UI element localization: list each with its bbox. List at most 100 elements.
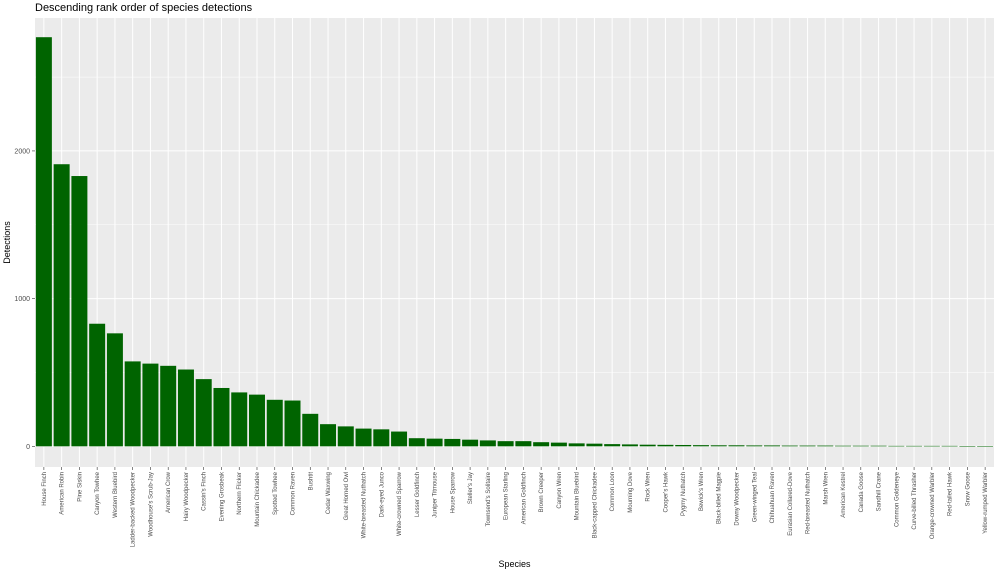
bar — [568, 443, 585, 447]
x-tick-label: Cedar Waxwing — [326, 472, 332, 514]
bar — [533, 442, 550, 447]
x-tick-label: Mountain Chickadee — [255, 471, 261, 526]
x-tick-label: Sandhill Crane — [877, 471, 883, 511]
x-tick-label: Western Bluebird — [113, 472, 119, 518]
bar — [142, 363, 159, 447]
x-tick-label: Bushtit — [308, 472, 314, 491]
bar — [550, 442, 567, 447]
bar — [692, 445, 709, 447]
y-tick-label: 2000 — [14, 148, 30, 155]
bar — [195, 379, 212, 447]
x-tick-label: Green-winged Teal — [752, 472, 758, 522]
bar — [71, 176, 88, 447]
bars — [35, 37, 994, 447]
y-axis-title: Detections — [2, 221, 12, 264]
x-axis-ticks: House Finch American Robin Pine Siskin Cany… — [42, 467, 989, 547]
bar — [497, 441, 514, 447]
bar — [373, 429, 390, 447]
x-tick-label: Rock Wren — [646, 472, 652, 502]
x-tick-label: American Kestrel — [841, 472, 847, 518]
x-tick-label: Great Horned Owl — [344, 472, 350, 520]
x-tick-label: Spotted Towhee — [273, 471, 279, 515]
bar — [781, 445, 798, 447]
x-tick-label: Hairy Woodpecker — [184, 472, 190, 521]
chart-title: Descending rank order of species detecti… — [35, 2, 253, 14]
bar — [284, 400, 301, 447]
bar — [391, 431, 408, 447]
bar — [959, 446, 976, 447]
x-tick-label: European Starling — [504, 472, 510, 520]
x-tick-label: White-crowned Sparrow — [397, 471, 403, 536]
bar — [479, 440, 496, 447]
bar — [906, 445, 923, 447]
bar — [764, 445, 781, 447]
bar — [710, 445, 727, 447]
x-tick-label: Common Raven — [291, 472, 297, 515]
x-tick-label: Northern Flicker — [237, 472, 243, 515]
x-tick-label: American Goldfinch — [521, 472, 527, 524]
bar — [728, 445, 745, 447]
bar — [231, 392, 248, 447]
bar — [817, 445, 834, 447]
x-tick-label: Canyon Wren — [557, 472, 563, 509]
x-tick-label: Yellow-rumped Warbler — [983, 472, 989, 534]
x-tick-label: House Sparrow — [450, 471, 456, 513]
bar — [941, 445, 958, 447]
x-tick-label: Chihuahuan Raven — [770, 472, 776, 523]
x-tick-label: Red-tailed Hawk — [948, 471, 954, 516]
bar — [408, 438, 425, 447]
x-axis-title: Species — [498, 559, 531, 569]
bar — [106, 333, 123, 447]
x-tick-label: Eurasian Collared-Dove — [788, 471, 794, 535]
x-tick-label: Steller's Jay — [468, 472, 474, 504]
bar — [35, 37, 52, 447]
bar — [888, 445, 905, 447]
x-tick-label: Black-capped Chickadee — [592, 471, 598, 538]
bar — [586, 443, 603, 447]
x-tick-label: Cassin's Finch — [202, 472, 208, 511]
x-tick-label: Lesser Goldfinch — [415, 472, 421, 517]
x-tick-label: White-breasted Nuthatch — [362, 472, 368, 538]
x-tick-label: Evening Grosbeak — [219, 471, 225, 521]
x-tick-label: Woodhouse's Scrub-Jay — [148, 472, 154, 537]
bar — [160, 365, 177, 447]
x-tick-label: Bewick's Wren — [699, 472, 705, 511]
bar — [177, 369, 194, 447]
y-tick-label: 1000 — [14, 296, 30, 303]
bar — [621, 444, 638, 447]
x-tick-label: Juniper Titmouse — [433, 471, 439, 517]
x-tick-label: Townsend's Solitaire — [486, 471, 492, 526]
bar — [444, 438, 461, 447]
x-tick-label: Common Loon — [610, 472, 616, 511]
x-tick-label: Red-breasted Nuthatch — [806, 472, 812, 534]
x-tick-label: House Finch — [42, 472, 48, 506]
bar — [302, 413, 319, 447]
bar — [320, 424, 337, 447]
bar — [923, 445, 940, 447]
plot-panel — [35, 18, 994, 467]
x-tick-label: Ladder-backed Woodpecker — [131, 472, 137, 547]
bar — [852, 445, 869, 447]
bar — [835, 445, 852, 447]
x-tick-label: Downy Woodpecker — [734, 472, 740, 526]
x-tick-label: Canada Goose — [859, 471, 865, 512]
bar — [639, 444, 656, 447]
bar — [657, 444, 674, 447]
bar — [604, 444, 621, 447]
x-tick-label: Curve-billed Thrasher — [912, 472, 918, 530]
x-tick-label: Pygmy Nuthatch — [681, 472, 687, 516]
bar — [355, 428, 372, 447]
x-tick-label: Snow Goose — [965, 471, 971, 506]
bar — [53, 164, 70, 447]
x-tick-label: Marsh Wren — [823, 472, 829, 505]
bar — [248, 394, 265, 447]
x-tick-label: Black-billed Magpie — [717, 471, 723, 524]
x-tick-label: Orange-crowned Warbler — [930, 472, 936, 539]
bar — [515, 441, 532, 447]
x-tick-label: American Robin — [60, 472, 66, 515]
y-axis-ticks: 0 1000 2000 — [14, 148, 35, 451]
x-tick-label: Pine Siskin — [77, 472, 83, 502]
bar — [213, 387, 230, 447]
bar — [799, 445, 816, 447]
